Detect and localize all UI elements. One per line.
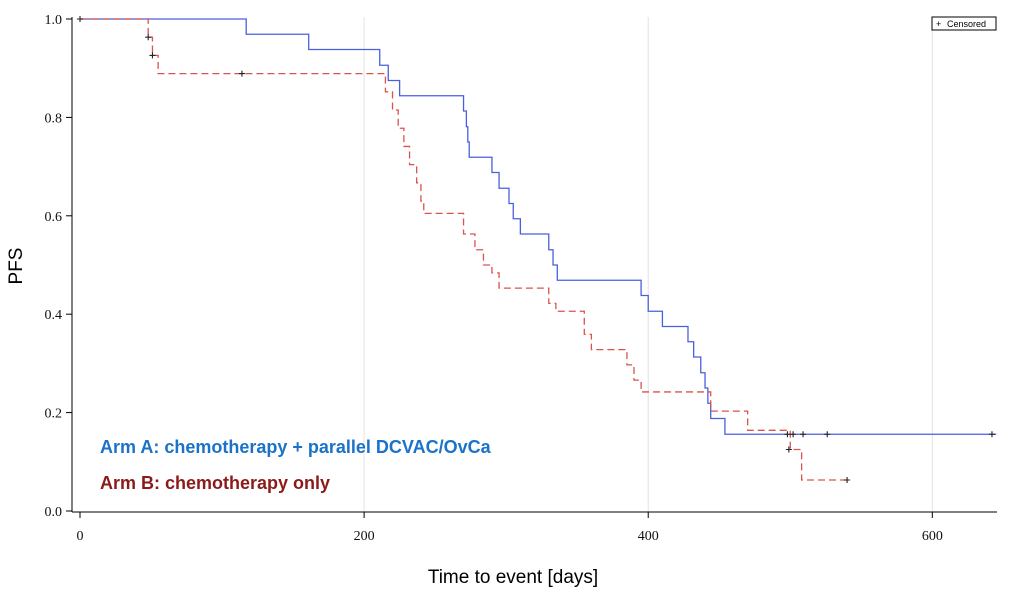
x-tick-label: 400	[638, 529, 659, 544]
y-tick-label: 0.6	[45, 210, 63, 225]
axes	[71, 17, 997, 513]
series-label-arm-b: Arm B: chemotherapy only	[100, 473, 330, 493]
legend-censored-symbol: +	[936, 19, 941, 29]
y-tick-label: 0.0	[45, 505, 63, 520]
arm-a-censor-mark	[800, 431, 807, 438]
x-tick-label: 200	[354, 529, 375, 544]
y-tick-label: 0.8	[45, 111, 63, 126]
legend-censored-label: Censored	[947, 19, 986, 29]
arm-a-curve	[80, 18, 997, 435]
y-axis-title: PFS	[6, 248, 27, 285]
survival-curves	[80, 18, 997, 481]
censor-marks	[77, 16, 995, 484]
y-tick-label: 1.0	[45, 13, 63, 28]
x-tick-label: 600	[922, 529, 943, 544]
tick-marks: 0 200 400 600 0.0 0.2 0.4 0.6 0.8 1.0	[45, 13, 943, 544]
y-tick-label: 0.4	[45, 308, 63, 323]
arm-a-censor-mark	[988, 431, 995, 438]
y-tick-label: 0.2	[45, 407, 63, 422]
legend-box	[931, 16, 997, 31]
arm-a-censor-mark	[790, 431, 797, 438]
arm-b-censor-mark	[145, 34, 152, 41]
arm-b-censor-mark	[785, 446, 792, 453]
series-label-arm-a: Arm A: chemotherapy + parallel DCVAC/OvC…	[100, 437, 492, 457]
arm-b-curve	[80, 18, 848, 481]
x-tick-label: 0	[77, 529, 84, 544]
arm-a-censor-mark	[784, 431, 791, 438]
arm-b-censor-mark	[844, 477, 851, 484]
arm-a-censor-mark	[824, 431, 831, 438]
grid-lines	[363, 17, 933, 512]
arm-b-censor-mark	[238, 70, 245, 77]
arm-b-censor-mark	[149, 52, 156, 59]
legend: + Censored	[931, 16, 997, 31]
x-axis-title: Time to event [days]	[428, 567, 598, 588]
arm-a-censor-mark	[77, 16, 83, 22]
